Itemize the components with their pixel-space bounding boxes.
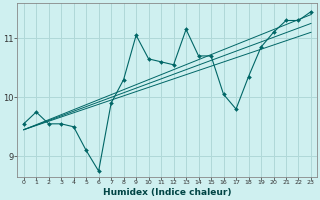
X-axis label: Humidex (Indice chaleur): Humidex (Indice chaleur) — [103, 188, 232, 197]
